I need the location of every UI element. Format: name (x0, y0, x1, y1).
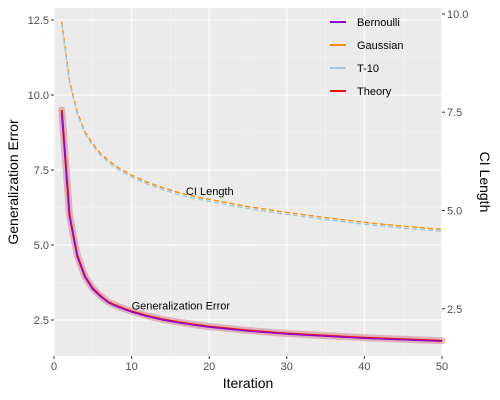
x-tick-label: 20 (203, 361, 215, 373)
line-gaussian (61, 21, 443, 231)
tick-labels: 0 10 20 30 40 50 2.5 5.0 7.5 10.0 12.5 2.5 5.0 7.5 10.… (28, 9, 469, 373)
legend: Bernoulli Gaussian T-10 Theory (330, 17, 403, 98)
legend-label-gaussian: Gaussian (357, 40, 403, 52)
y-axis-title-right: CI Length (477, 152, 493, 213)
y-tick-label-left: 7.5 (34, 165, 49, 177)
legend-label-bernoulli: Bernoulli (357, 17, 400, 29)
x-tick-label: 40 (358, 361, 370, 373)
annotation-generalization-error: Generalization Error (132, 301, 231, 313)
legend-label-theory: Theory (357, 86, 392, 98)
y-tick-label-left: 10.0 (28, 90, 49, 102)
y-tick-label-left: 2.5 (34, 315, 49, 327)
grid-major (53, 8, 443, 356)
axis-ticks (51, 13, 445, 359)
x-axis-title: Iteration (223, 375, 274, 391)
y-tick-label-left: 5.0 (34, 240, 49, 252)
annotation-ci-length: CI Length (186, 186, 234, 198)
y-tick-label-left: 12.5 (28, 15, 49, 27)
x-tick-label: 0 (51, 361, 57, 373)
y-tick-label-right: 10.0 (447, 9, 468, 21)
x-tick-label: 50 (436, 361, 448, 373)
y-axis-title-left: Generalization Error (5, 119, 21, 245)
grid-minor (54, 8, 442, 356)
line-t-10 (61, 23, 443, 233)
y-tick-label-right: 5.0 (447, 206, 462, 218)
legend-label-t-10: T-10 (357, 63, 379, 75)
y-tick-label-right: 7.5 (447, 107, 462, 119)
x-tick-label: 10 (125, 361, 137, 373)
annotations: CI Length Generalization Error (132, 186, 234, 313)
series-lines (60, 21, 443, 342)
line-bernoulli (61, 112, 443, 342)
y-tick-label-right: 2.5 (447, 304, 462, 316)
x-tick-label: 30 (281, 361, 293, 373)
